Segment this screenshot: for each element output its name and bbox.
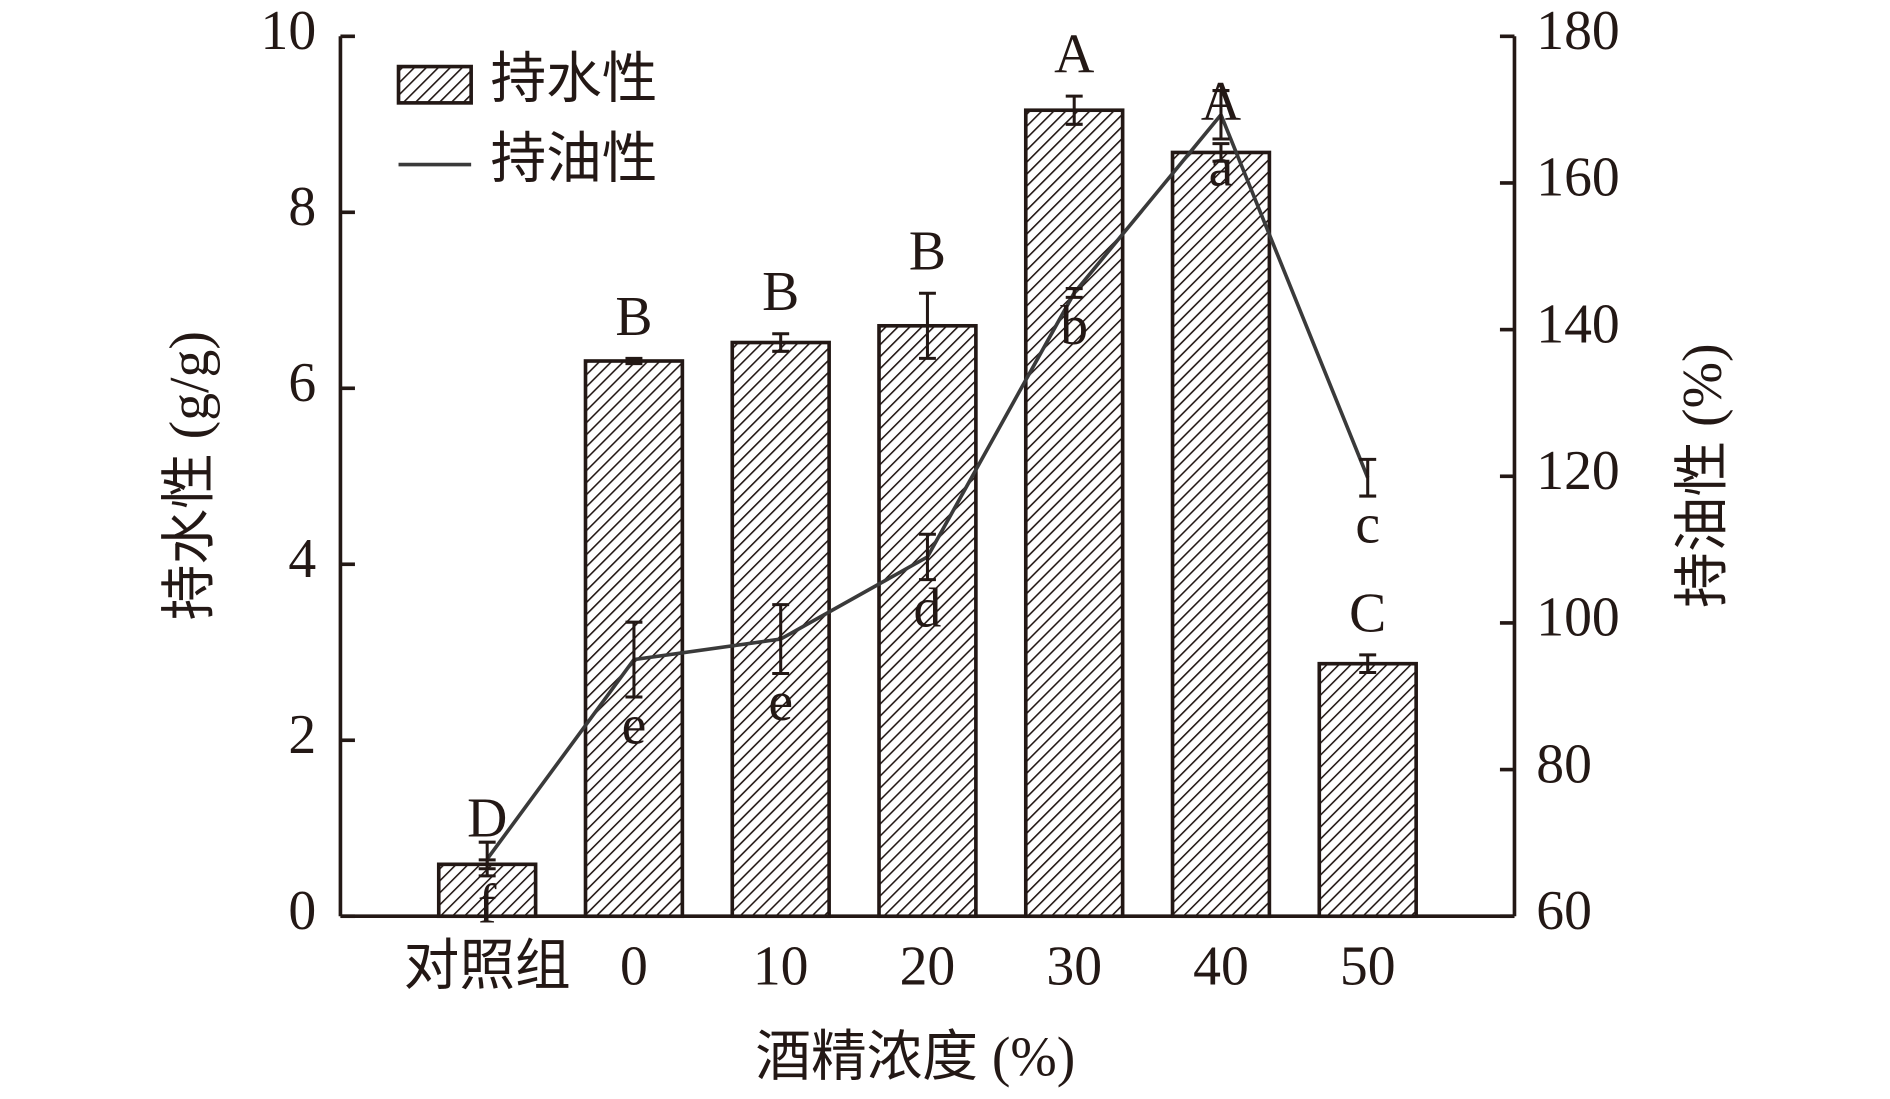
line-significance: b [1060,295,1088,357]
bar [1023,108,1125,919]
y2-tick-label: 140 [1536,293,1619,355]
bar-significance: B [615,286,652,348]
y2-axis-label: 持油性 (%) [1672,344,1734,608]
line-significance: a [1209,137,1234,199]
bar [877,323,978,919]
y-tick-label: 2 [288,704,316,766]
x-tick-label: 50 [1340,936,1396,998]
x-tick-label: 30 [1046,936,1102,998]
y-axis-label: 持水性 (g/g) [159,331,221,620]
y2-tick-label: 120 [1536,440,1619,502]
x-tick-label: 40 [1193,936,1249,998]
x-axis-label: 酒精浓度 (%) [755,1026,1075,1088]
y2-tick-label: 80 [1536,733,1592,795]
x-tick-label: 20 [900,936,956,998]
y2-tick-label: 180 [1536,0,1619,62]
bar-significance: A [1054,24,1094,86]
legend-label: 持水性 [491,49,658,111]
y-tick-label: 8 [288,176,316,238]
y-tick-label: 0 [288,880,316,942]
line-significance: c [1355,494,1380,556]
bar [436,862,538,919]
y-tick-label: 6 [288,352,316,414]
x-tick-label: 对照组 [404,936,571,998]
legend-swatch [396,64,473,105]
y2-tick-label: 60 [1536,880,1592,942]
bar-significance: B [762,261,799,323]
y-tick-label: 4 [288,528,316,590]
x-tick-label: 0 [620,936,648,998]
bar [1170,150,1272,919]
y2-tick-label: 100 [1536,587,1619,649]
line-significance: d [914,577,942,639]
bar-significance: B [909,221,946,283]
bar-significance: C [1349,582,1386,644]
line-significance: e [622,695,647,757]
legend-label: 持油性 [491,128,658,190]
y-tick-label: 10 [261,0,317,62]
y2-tick-label: 160 [1536,147,1619,209]
x-tick-label: 10 [753,936,809,998]
line-significance: e [768,671,793,733]
bar [1317,661,1418,919]
line-significance: f [478,874,497,936]
